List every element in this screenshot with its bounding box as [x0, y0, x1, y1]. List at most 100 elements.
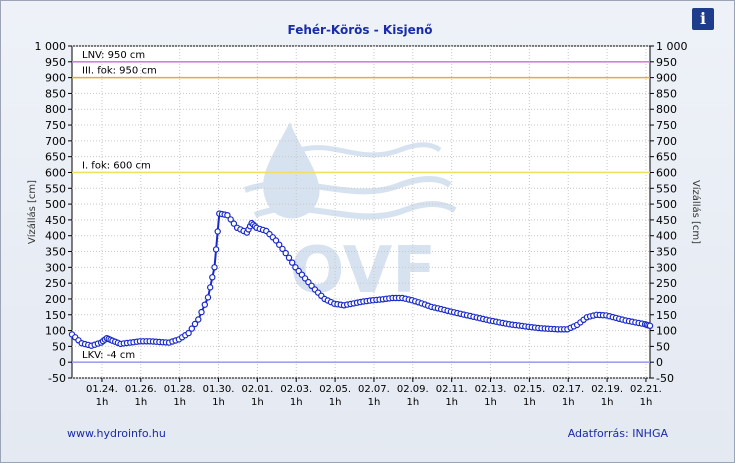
x-tick-sublabel: 1h: [484, 397, 497, 408]
y-tick-label: 500: [656, 198, 677, 211]
y-axis-right: -50 0 50 100 150 200 250 300 350 400 450 500 550 600 6…: [650, 40, 688, 385]
x-tick-sublabel: 1h: [134, 397, 147, 408]
data-point: [206, 284, 214, 291]
x-tick-label: 02.13.: [475, 384, 507, 395]
x-tick-label: 01.30.: [203, 384, 235, 395]
data-point: [209, 274, 216, 281]
y-tick-label: 850: [45, 87, 66, 100]
y-tick-label: -50: [48, 372, 66, 385]
x-tick-label: 02.07.: [358, 384, 390, 395]
y-tick-label: 350: [656, 246, 677, 259]
footer-website-link[interactable]: www.hydroinfo.hu: [67, 427, 166, 440]
y-tick-label: 150: [45, 309, 66, 322]
data-point: [646, 322, 654, 329]
data-point: [224, 211, 231, 219]
data-point: [276, 241, 283, 248]
data-point: [272, 237, 280, 244]
x-tick-sublabel: 1h: [445, 397, 458, 408]
y-tick-label: 100: [45, 325, 66, 338]
y-tick-label: 0: [656, 356, 663, 369]
x-tick-sublabel: 1h: [251, 397, 264, 408]
y-tick-label: 900: [656, 72, 677, 85]
reference-lines: LNV: 950 cm III. fok: 950 cm I. fok: 600 c…: [72, 50, 650, 363]
data-point: [191, 320, 199, 328]
data-point: [285, 254, 293, 261]
chart-title: Fehér-Körös - Kisjenő: [288, 23, 433, 37]
x-tick-sublabel: 1h: [640, 397, 653, 408]
y-tick-label: 200: [656, 293, 677, 306]
y-tick-label: 200: [45, 293, 66, 306]
x-tick-label: 02.09.: [397, 384, 429, 395]
y-tick-label: 850: [656, 87, 677, 100]
x-tick-sublabel: 1h: [329, 397, 342, 408]
y-tick-label: 100: [656, 325, 677, 338]
y-tick-label: 250: [45, 277, 66, 290]
data-point: [289, 259, 296, 266]
y-tick-label: 250: [656, 277, 677, 290]
y-tick-label: 150: [656, 309, 677, 322]
y-tick-label: 50: [656, 340, 670, 353]
y-tick-label: 400: [656, 230, 677, 243]
reference-line-label: I. fok: 600 cm: [82, 160, 151, 171]
x-tick-label: 01.24.: [86, 384, 118, 395]
data-point: [211, 264, 218, 271]
y-tick-label: 600: [45, 166, 66, 179]
data-point: [185, 329, 192, 337]
x-tick-label: 01.26.: [125, 384, 157, 395]
data-point: [282, 249, 289, 257]
data-point: [195, 316, 202, 323]
footer-data-source: Adatforrás: INHGA: [568, 427, 669, 440]
plot-area: [71, 45, 651, 379]
x-tick-label: 02.05.: [319, 384, 351, 395]
x-tick-label: 02.11.: [436, 384, 468, 395]
reference-line-label: LKV: -4 cm: [82, 350, 135, 361]
x-tick-label: 01.28.: [164, 384, 196, 395]
y-tick-label: 300: [656, 261, 677, 274]
ovf-watermark-logo: OVF: [243, 122, 457, 308]
y-tick-label: 750: [656, 119, 677, 132]
y-tick-label: 400: [45, 230, 66, 243]
data-point: [198, 308, 205, 316]
x-tick-label: 02.17.: [552, 384, 584, 395]
y-tick-label: 700: [656, 135, 677, 148]
y-tick-label: 650: [45, 151, 66, 164]
y-tick-label: 950: [656, 56, 677, 69]
x-tick-sublabel: 1h: [290, 397, 303, 408]
y-tick-label: 800: [45, 103, 66, 116]
y-tick-label: -50: [656, 372, 674, 385]
y-tick-label: 0: [59, 356, 66, 369]
y-axis-right-label: Vízállás [cm]: [690, 180, 702, 244]
y-tick-label: 500: [45, 198, 66, 211]
x-tick-label: 02.15.: [513, 384, 545, 395]
reference-line-label: III. fok: 950 cm: [82, 66, 157, 77]
data-point: [212, 246, 220, 253]
y-tick-label: 450: [45, 214, 66, 227]
data-point: [214, 228, 221, 235]
data-point: [201, 301, 208, 308]
x-tick-sublabel: 1h: [523, 397, 536, 408]
x-tick-sublabel: 1h: [173, 397, 186, 408]
y-tick-label: 750: [45, 119, 66, 132]
y-tick-label: 1 000: [35, 40, 67, 53]
info-button[interactable]: i: [692, 8, 714, 30]
x-tick-sublabel: 1h: [212, 397, 225, 408]
y-tick-label: 600: [656, 166, 677, 179]
x-tick-sublabel: 1h: [368, 397, 381, 408]
y-axis-left: -50 0 50 100 150 200 250 300 350 400 450 500 550 600 6…: [35, 40, 72, 385]
y-tick-label: 1 000: [656, 40, 688, 53]
x-tick-sublabel: 1h: [96, 397, 109, 408]
y-tick-label: 300: [45, 261, 66, 274]
data-point: [279, 245, 286, 253]
y-tick-label: 450: [656, 214, 677, 227]
x-tick-label: 02.19.: [591, 384, 623, 395]
x-tick-label: 02.03.: [280, 384, 312, 395]
y-tick-label: 700: [45, 135, 66, 148]
series-layer: [68, 210, 654, 349]
y-tick-label: 350: [45, 246, 66, 259]
data-point: [188, 325, 195, 332]
x-axis: 01.24. 1h 01.26. 1h 01.28. 1h 01.30. 1h 02.01. 1h…: [86, 378, 662, 408]
y-tick-label: 800: [656, 103, 677, 116]
x-tick-label: 02.01.: [241, 384, 273, 395]
x-tick-label: 02.21.: [630, 384, 662, 395]
